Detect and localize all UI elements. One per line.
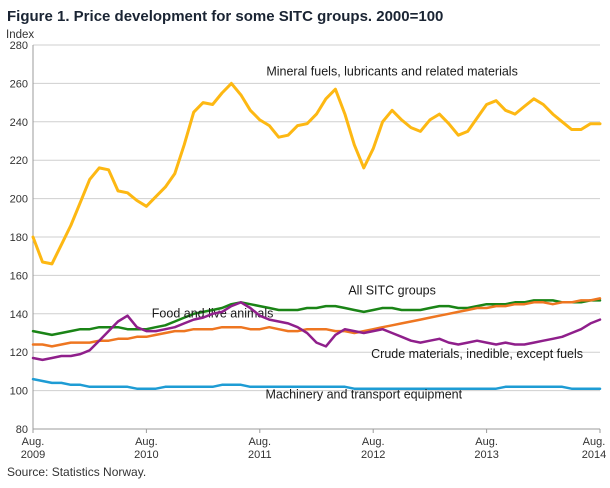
series-line-all-sitc [31, 299, 602, 337]
y-tick-label: 180 [10, 232, 28, 244]
x-tick-label-year: 2013 [474, 449, 498, 461]
series-label-mineral-fuels: Mineral fuels, lubricants and related ma… [266, 65, 518, 79]
x-tick-label: Aug. [362, 436, 385, 448]
y-axis-unit-label: Index [6, 29, 34, 41]
x-tick-label-year: 2010 [134, 449, 158, 461]
x-tick-label-year: 2009 [21, 449, 45, 461]
y-tick-label: 200 [10, 194, 28, 206]
y-tick-label: 280 [10, 40, 28, 52]
y-tick-label: 80 [16, 424, 28, 436]
x-tick-label: Aug. [22, 436, 45, 448]
x-tick-label-year: 2012 [361, 449, 385, 461]
series-label-all-sitc: All SITC groups [348, 284, 436, 298]
chart-title: Figure 1. Price development for some SIT… [7, 8, 444, 25]
y-tick-label: 100 [10, 386, 28, 398]
series-line-food [31, 297, 602, 348]
series-label-crude-materials: Crude materials, inedible, except fuels [371, 347, 583, 361]
series-line-mineral-fuels [31, 81, 602, 266]
y-tick-label: 240 [10, 117, 28, 129]
source-note: Source: Statistics Norway. [7, 465, 147, 479]
y-tick-label: 220 [10, 155, 28, 167]
x-tick-label: Aug. [475, 436, 498, 448]
x-tick-label: Aug. [248, 436, 271, 448]
series-line-crude-materials [31, 301, 602, 362]
x-tick-label: Aug. [583, 436, 606, 448]
series-label-machinery: Machinery and transport equipment [265, 387, 462, 401]
x-tick-label-year: 2011 [248, 449, 272, 461]
x-tick-label: Aug. [135, 436, 158, 448]
y-tick-label: 140 [10, 309, 28, 321]
series-line-machinery [31, 377, 602, 390]
y-tick-label: 120 [10, 347, 28, 359]
y-tick-label: 160 [10, 270, 28, 282]
y-tick-label: 260 [10, 78, 28, 90]
x-tick-label-year: 2014 [582, 449, 606, 461]
